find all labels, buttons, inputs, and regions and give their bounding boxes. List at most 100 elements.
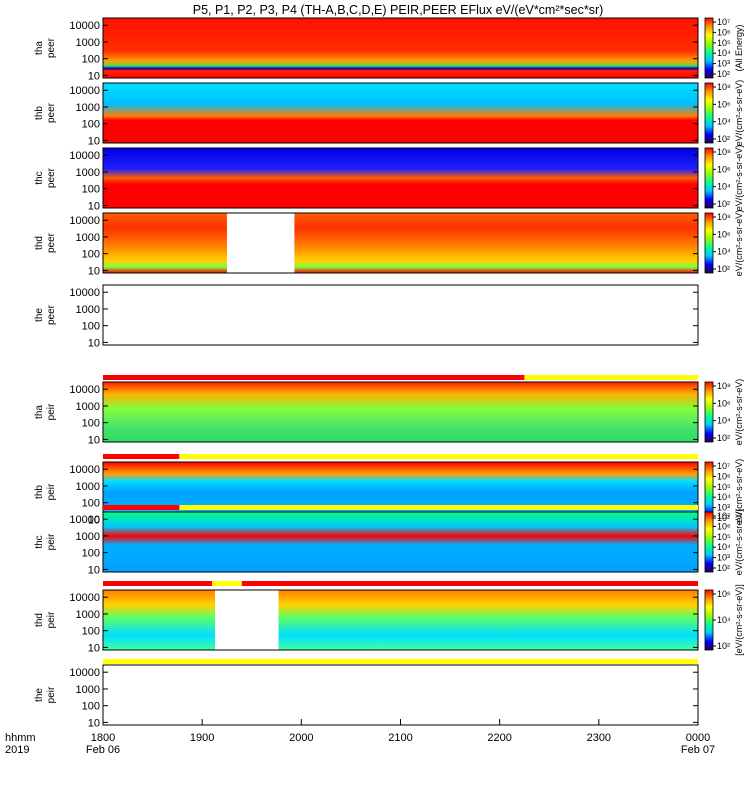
panel-species-label: peir bbox=[46, 533, 57, 550]
panel-species-label: peir bbox=[46, 403, 57, 420]
panel-species-label: peir bbox=[46, 483, 57, 500]
colorbar-tick-label: 10⁵ bbox=[717, 482, 731, 492]
spectrogram-thd-peir bbox=[103, 590, 698, 650]
x-tick-label: 0000 bbox=[686, 732, 710, 744]
panel-frame bbox=[102, 511, 699, 573]
panel-probe-label: tha bbox=[34, 41, 45, 55]
panel-probe-label: thb bbox=[34, 485, 45, 499]
panel-thb-peer: 10000 1000 100 10 thb peer 10⁸ 10⁶ 10⁴ 10² eV/(cm²… bbox=[34, 80, 744, 148]
y-tick-label: 100 bbox=[82, 418, 100, 430]
y-tick-label: 10 bbox=[88, 717, 100, 729]
colorbar-tick-label: 10⁴ bbox=[717, 492, 731, 502]
y-tick-label: 1000 bbox=[76, 609, 100, 621]
colorbar-tick-label: 10² bbox=[717, 69, 730, 79]
x-tick-date-label: Feb 06 bbox=[86, 744, 120, 756]
y-tick-label: 10000 bbox=[69, 514, 100, 526]
colorbar-tick-label: 10⁴ bbox=[717, 615, 731, 625]
colorbar-unit-label: eV/(cm²-s-sr-eV) bbox=[734, 210, 744, 277]
y-tick-label: 10 bbox=[88, 337, 100, 349]
colorbar-unit-label: (All Energy) bbox=[734, 24, 744, 71]
y-tick-label: 1000 bbox=[76, 481, 100, 493]
colorbar-unit-label: eV/(cm²-s-sr-eV) bbox=[734, 145, 744, 212]
colorbar-tick-label: 10⁸ bbox=[717, 82, 731, 92]
colorbar-tick-label: 10² bbox=[717, 513, 730, 523]
colorbar-tick-label: 10⁶ bbox=[717, 229, 731, 239]
spectrogram-thc-peir bbox=[103, 512, 698, 572]
spectrogram-thd-peer bbox=[103, 213, 698, 273]
colorbar bbox=[704, 381, 714, 443]
colorbar-tick-label: 10² bbox=[717, 433, 730, 443]
panel-frame bbox=[102, 589, 699, 651]
panel-frame bbox=[102, 381, 699, 443]
panel-thd-peir: 10000 1000 100 10 thd peir 10⁶ 10⁴ 10² [eV/(cm²-s… bbox=[34, 584, 744, 656]
status-segment-red bbox=[103, 505, 180, 510]
panel-thd-peer: 10000 1000 100 10 thd peer 10⁸ 10⁶ 10⁴ 10² eV/(cm²… bbox=[34, 210, 744, 278]
y-tick-label: 100 bbox=[82, 548, 100, 560]
status-segment-red bbox=[103, 375, 525, 380]
colorbar-tick-label: 10⁷ bbox=[717, 511, 730, 521]
y-tick-label: 1000 bbox=[76, 167, 100, 179]
colorbar-tick-label: 10⁸ bbox=[717, 212, 731, 222]
panel-species-label: peer bbox=[46, 232, 57, 253]
y-tick-label: 1000 bbox=[76, 304, 100, 316]
colorbar-tick-label: 10⁶ bbox=[717, 471, 731, 481]
colorbar-tick-label: 10³ bbox=[717, 553, 730, 563]
panel-probe-label: thd bbox=[34, 613, 45, 627]
y-tick-label: 10 bbox=[88, 564, 100, 576]
y-tick-label: 10000 bbox=[69, 592, 100, 604]
y-tick-label: 10000 bbox=[69, 215, 100, 227]
colorbar bbox=[704, 212, 714, 274]
colorbar-tick-label: 10⁸ bbox=[717, 147, 731, 157]
x-tick-label: 2100 bbox=[388, 732, 412, 744]
colorbar-tick-label: 10⁶ bbox=[717, 27, 731, 37]
colorbar bbox=[704, 82, 714, 144]
y-tick-label: 100 bbox=[82, 54, 100, 66]
panel-thc-peer: 10000 1000 100 10 thc peer 10⁸ 10⁶ 10⁴ 10² eV/(cm²… bbox=[34, 145, 744, 213]
colorbar-tick-label: 10⁴ bbox=[717, 117, 731, 127]
colorbar-tick-label: 10⁴ bbox=[717, 247, 731, 257]
status-segment-yellow bbox=[179, 505, 698, 510]
colorbar-tick-label: 10² bbox=[717, 264, 730, 274]
panel-frame bbox=[102, 147, 699, 209]
y-tick-label: 10 bbox=[88, 70, 100, 82]
panel-tha-peir: 10000 1000 100 10 tha peir 10⁸ 10⁶ 10⁴ 10² eV/(cm²… bbox=[34, 379, 744, 447]
status-segment-yellow bbox=[103, 659, 698, 664]
status-segment-red bbox=[103, 454, 180, 459]
y-tick-label: 100 bbox=[82, 626, 100, 638]
panel-species-label: peir bbox=[46, 611, 57, 628]
colorbar-unit-label: eV/(cm²-s-sr-eV) bbox=[734, 80, 744, 147]
panel-species-label: peer bbox=[46, 102, 57, 123]
colorbar-tick-label: 10⁶ bbox=[717, 521, 731, 531]
y-tick-label: 10000 bbox=[69, 20, 100, 32]
x-tick-label: 2200 bbox=[487, 732, 511, 744]
status-segment-yellow bbox=[212, 581, 242, 586]
spectrogram-tha-peer bbox=[103, 18, 698, 78]
colorbar-tick-label: 10⁴ bbox=[717, 416, 731, 426]
y-tick-label: 100 bbox=[82, 249, 100, 261]
x-tick-label: 2000 bbox=[289, 732, 313, 744]
panel-species-label: peer bbox=[46, 37, 57, 58]
x-tick-label: 1800 bbox=[91, 732, 115, 744]
panel-probe-label: tha bbox=[34, 405, 45, 419]
panel-probe-label: thd bbox=[34, 236, 45, 250]
colorbar-tick-label: 10² bbox=[717, 134, 730, 144]
panel-probe-label: thb bbox=[34, 106, 45, 120]
colorbar-unit-label: [eV/(cm²-s-sr-eV)] bbox=[734, 584, 744, 656]
x-axis-label-hhmm: hhmm bbox=[5, 732, 36, 744]
panel-frame bbox=[102, 284, 699, 346]
x-tick-date-label: Feb 07 bbox=[681, 744, 715, 756]
y-tick-label: 10000 bbox=[69, 667, 100, 679]
spectrogram-thc-peer bbox=[103, 148, 698, 208]
status-segment-yellow bbox=[179, 454, 698, 459]
panel-probe-label: thc bbox=[34, 535, 45, 548]
panel-species-label: peir bbox=[46, 686, 57, 703]
y-tick-label: 10000 bbox=[69, 464, 100, 476]
colorbar-tick-label: 10⁶ bbox=[717, 164, 731, 174]
colorbar-tick-label: 10⁷ bbox=[717, 17, 730, 27]
y-tick-label: 100 bbox=[82, 321, 100, 333]
y-tick-label: 10000 bbox=[69, 384, 100, 396]
panel-probe-label: thc bbox=[34, 171, 45, 184]
